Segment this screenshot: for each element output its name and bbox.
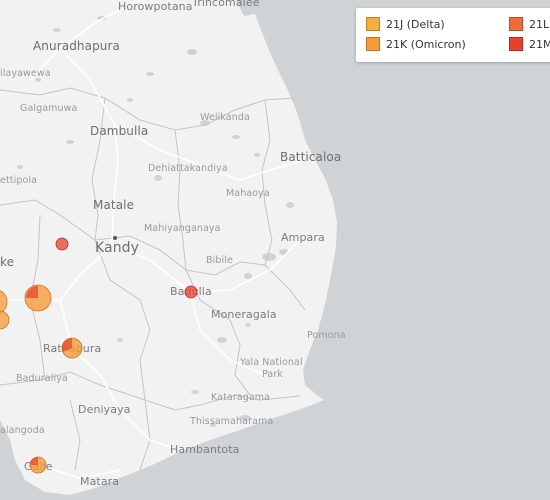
lakes bbox=[17, 16, 304, 427]
place-label: Kandy bbox=[95, 240, 140, 256]
place-label: Mahiyanganaya bbox=[144, 223, 221, 234]
legend-item-21k[interactable]: 21K (Omicron) bbox=[366, 37, 466, 51]
place-label: Dehiattakandiya bbox=[148, 163, 228, 174]
place-label: Yala National bbox=[240, 357, 303, 368]
place-label: Moneragala bbox=[211, 308, 277, 321]
place-label: Galgamuwa bbox=[20, 103, 78, 114]
place-label: Deniyaya bbox=[78, 403, 131, 416]
place-label: Pomona bbox=[307, 330, 346, 341]
place-label: Anuradhapura bbox=[33, 39, 120, 53]
place-label: Baduraliya bbox=[16, 373, 68, 384]
place-label: alangoda bbox=[0, 425, 45, 436]
place-label: Ampara bbox=[281, 231, 325, 244]
place-label: Mahaoya bbox=[226, 188, 270, 199]
legend-label: 21J (Delta) bbox=[386, 17, 445, 31]
place-label: Bibile bbox=[206, 255, 233, 266]
place-label: Thissamaharama bbox=[190, 416, 274, 427]
place-label: ettipola bbox=[0, 175, 38, 186]
place-label: Ratnapura bbox=[43, 342, 102, 355]
legend-label: 21L bbox=[529, 17, 550, 31]
legend-item-21j[interactable]: 21J (Delta) bbox=[366, 17, 445, 31]
bay bbox=[236, 0, 262, 16]
legend-item-21m[interactable]: 21M bbox=[509, 37, 550, 51]
place-label: Galle bbox=[24, 460, 53, 473]
city-marker-icon bbox=[113, 236, 117, 240]
legend: 21J (Delta) 21K (Omicron) 21L 21M bbox=[356, 8, 550, 62]
place-label: Park bbox=[262, 369, 283, 380]
place-label: Batticaloa bbox=[280, 150, 342, 164]
legend-label: 21M bbox=[529, 37, 550, 51]
legend-label: 21K (Omicron) bbox=[386, 37, 466, 51]
place-label: Horowpotana bbox=[118, 0, 193, 13]
legend-swatch bbox=[366, 17, 380, 31]
place-label: Trincomalee bbox=[192, 0, 260, 9]
land-area bbox=[0, 0, 337, 495]
place-label: Matara bbox=[80, 475, 120, 488]
place-label: Matale bbox=[93, 198, 135, 212]
roads bbox=[0, 0, 306, 479]
place-label: ke bbox=[0, 255, 15, 269]
legend-item-21l[interactable]: 21L bbox=[509, 17, 549, 31]
place-label: ilayawewa bbox=[0, 68, 51, 79]
place-label: Welikanda bbox=[200, 112, 250, 123]
legend-swatch bbox=[509, 17, 523, 31]
legend-swatch bbox=[509, 37, 523, 51]
place-label: Badulla bbox=[170, 285, 212, 298]
place-label: Kataragama bbox=[211, 392, 271, 403]
place-label: Hambantota bbox=[170, 443, 240, 456]
place-label: Dambulla bbox=[90, 124, 149, 138]
legend-swatch bbox=[366, 37, 380, 51]
